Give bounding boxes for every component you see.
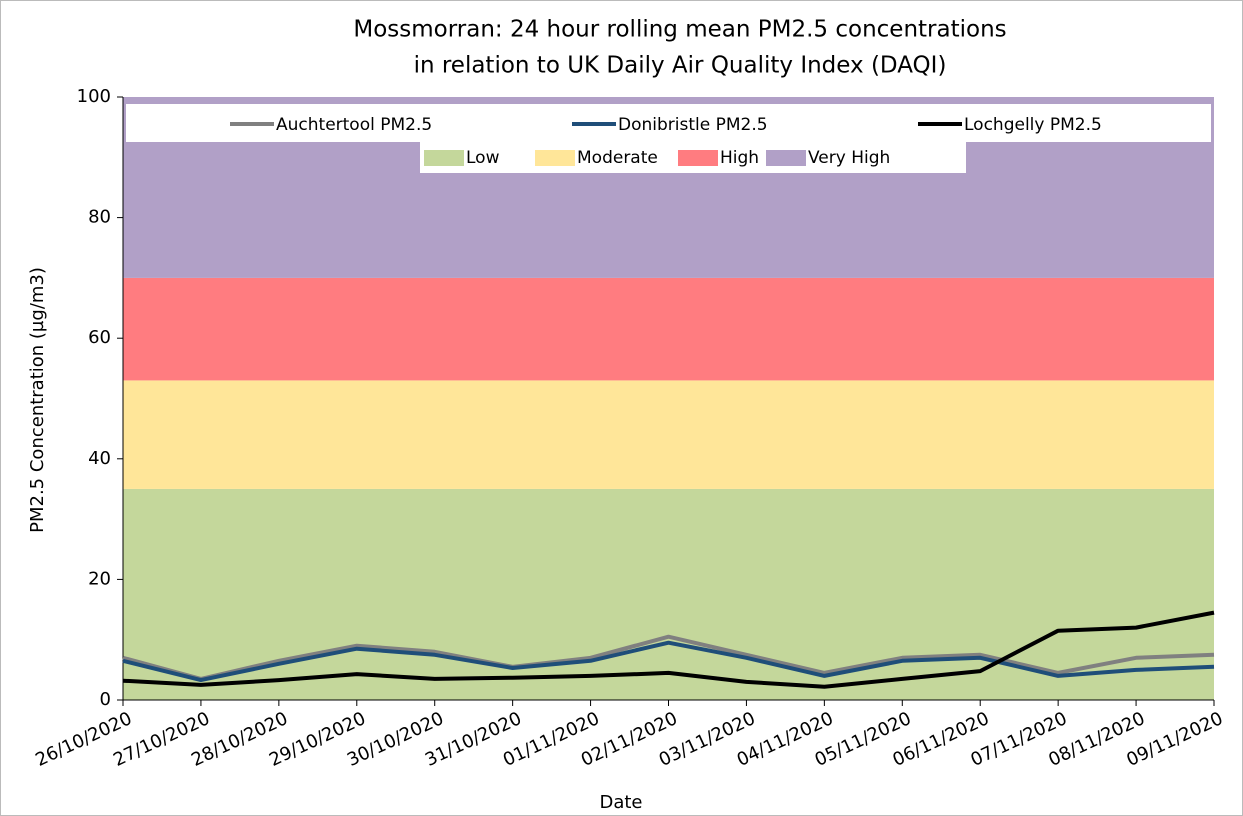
y-axis-label: PM2.5 Concentration (µg/m3): [27, 267, 48, 533]
legend-swatch: [678, 150, 718, 166]
legend-label: Very High: [808, 148, 890, 168]
series-line: [122, 634, 1215, 681]
legend-label: Donibristle PM2.5: [618, 115, 768, 135]
y-tick-label: 60: [88, 327, 111, 348]
x-axis-label: Date: [599, 792, 642, 813]
chart-title: Mossmorran: 24 hour rolling mean PM2.5 c…: [353, 17, 1006, 43]
series-line: [122, 610, 1215, 689]
legend-swatch: [766, 150, 806, 166]
legend-label: Lochgelly PM2.5: [964, 115, 1102, 135]
y-tick-label: 40: [88, 448, 111, 469]
legend-label: High: [720, 148, 759, 168]
y-tick-label: 20: [88, 568, 111, 589]
chart-title: in relation to UK Daily Air Quality Inde…: [414, 53, 947, 79]
legend-swatch: [535, 150, 575, 166]
legend-label: Auchtertool PM2.5: [276, 115, 432, 135]
legend-swatch: [424, 150, 464, 166]
legend-label: Low: [466, 148, 500, 168]
aqi-band: [123, 277, 1214, 381]
series-line: [122, 640, 1215, 683]
y-tick-label: 80: [88, 207, 111, 228]
legend-label: Moderate: [577, 148, 658, 168]
y-tick-label: 0: [100, 689, 111, 710]
legend-box: [126, 104, 1211, 142]
aqi-band: [123, 488, 1214, 700]
aqi-band: [123, 380, 1214, 489]
y-tick-label: 100: [77, 86, 111, 107]
